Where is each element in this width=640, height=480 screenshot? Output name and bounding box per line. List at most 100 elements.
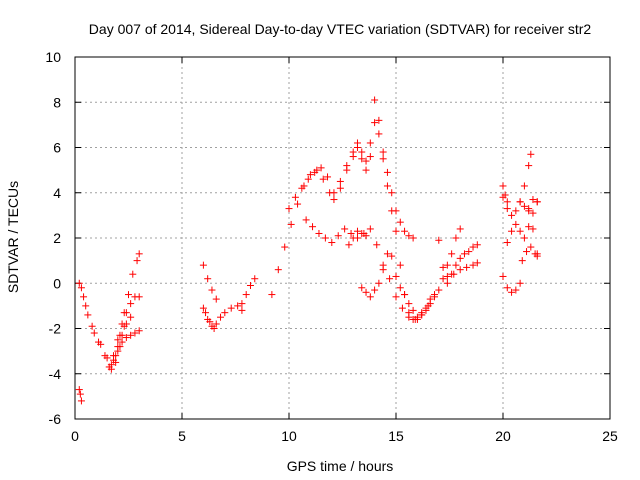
data-point bbox=[413, 315, 421, 323]
data-point bbox=[302, 216, 310, 224]
data-point bbox=[375, 130, 383, 138]
y-tick-label: -4 bbox=[49, 366, 62, 382]
data-point bbox=[373, 241, 381, 249]
data-point bbox=[84, 311, 92, 319]
data-point bbox=[456, 225, 464, 233]
data-point bbox=[499, 272, 507, 280]
data-point bbox=[452, 261, 460, 269]
data-point bbox=[371, 96, 379, 104]
data-point bbox=[529, 209, 537, 217]
y-tick-label: -2 bbox=[49, 321, 62, 337]
data-point bbox=[525, 223, 533, 231]
data-point bbox=[375, 116, 383, 124]
data-point bbox=[353, 144, 361, 151]
data-point bbox=[118, 331, 126, 339]
data-point bbox=[465, 248, 473, 256]
data-point bbox=[362, 166, 370, 174]
data-point bbox=[95, 338, 103, 346]
data-point bbox=[450, 270, 458, 278]
data-point bbox=[409, 234, 417, 242]
data-point bbox=[281, 243, 289, 251]
data-point bbox=[469, 261, 477, 269]
data-point bbox=[533, 252, 541, 260]
data-point bbox=[396, 218, 404, 226]
data-point bbox=[317, 164, 325, 172]
data-point bbox=[129, 270, 137, 278]
data-point bbox=[503, 239, 511, 247]
data-point bbox=[452, 234, 460, 242]
data-point bbox=[439, 263, 447, 271]
data-point bbox=[379, 266, 387, 274]
data-point bbox=[251, 275, 259, 283]
data-point bbox=[199, 304, 207, 312]
data-point bbox=[362, 288, 370, 296]
data-point bbox=[341, 225, 349, 233]
data-point bbox=[418, 311, 426, 319]
y-tick-label: 10 bbox=[45, 49, 61, 65]
data-point bbox=[422, 306, 430, 314]
data-point bbox=[336, 184, 344, 192]
data-point bbox=[388, 189, 396, 197]
data-point bbox=[315, 229, 323, 237]
data-point bbox=[353, 227, 361, 235]
y-tick-label: 6 bbox=[53, 140, 61, 156]
data-point bbox=[118, 338, 126, 346]
data-point bbox=[518, 257, 526, 265]
data-point bbox=[426, 300, 434, 308]
data-point bbox=[105, 363, 113, 371]
data-point bbox=[298, 184, 306, 192]
data-point bbox=[508, 288, 516, 296]
data-point bbox=[527, 150, 535, 158]
y-axis-label: SDTVAR / TECUs bbox=[5, 181, 21, 293]
data-point bbox=[371, 286, 379, 294]
data-point bbox=[358, 284, 366, 292]
data-point bbox=[503, 205, 511, 213]
data-point bbox=[527, 243, 535, 251]
data-point bbox=[212, 295, 220, 303]
data-point bbox=[520, 182, 528, 190]
data-point bbox=[321, 234, 329, 242]
data-point bbox=[516, 198, 524, 206]
data-point bbox=[122, 320, 130, 328]
data-point bbox=[469, 243, 477, 251]
data-point bbox=[77, 397, 85, 405]
data-point bbox=[463, 263, 471, 271]
data-point bbox=[204, 275, 212, 283]
data-point bbox=[212, 320, 220, 328]
data-point bbox=[238, 306, 246, 314]
data-point bbox=[366, 225, 374, 233]
data-point bbox=[371, 119, 379, 127]
data-point bbox=[396, 284, 404, 292]
x-tick-label: 25 bbox=[602, 428, 618, 444]
data-point bbox=[287, 220, 295, 228]
data-point bbox=[473, 259, 481, 267]
data-point bbox=[221, 309, 229, 317]
data-point bbox=[135, 293, 143, 301]
data-point bbox=[82, 302, 90, 310]
data-point bbox=[435, 286, 443, 294]
data-point bbox=[311, 168, 319, 176]
data-point bbox=[392, 272, 400, 280]
data-point bbox=[291, 193, 299, 201]
data-point bbox=[396, 261, 404, 269]
data-point bbox=[443, 272, 451, 280]
data-point bbox=[525, 162, 533, 170]
data-point bbox=[443, 279, 451, 287]
data-point bbox=[101, 352, 109, 360]
data-point bbox=[133, 257, 141, 265]
data-point bbox=[405, 313, 413, 321]
data-point bbox=[202, 309, 210, 317]
data-point bbox=[114, 347, 122, 355]
data-point bbox=[127, 300, 135, 308]
data-point bbox=[208, 286, 216, 294]
data-point bbox=[456, 266, 464, 274]
data-point bbox=[324, 173, 332, 181]
data-point bbox=[135, 250, 143, 258]
data-point bbox=[294, 200, 302, 208]
data-point bbox=[473, 241, 481, 249]
data-point bbox=[405, 300, 413, 308]
data-point bbox=[398, 304, 406, 312]
x-tick-label: 5 bbox=[178, 428, 186, 444]
data-point bbox=[358, 229, 366, 237]
